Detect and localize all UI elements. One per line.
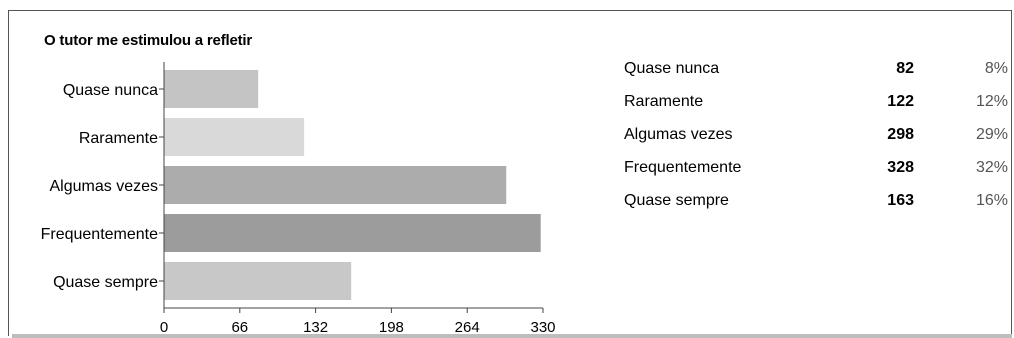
chart-frame [8, 10, 1012, 336]
bar [164, 70, 259, 108]
summary-count: 122 [887, 92, 914, 110]
frame-shadow [12, 334, 1012, 338]
x-tick-label: 132 [303, 319, 328, 336]
summary-count: 82 [896, 59, 914, 77]
x-tick-label: 0 [160, 319, 168, 336]
summary-percent: 8% [984, 59, 1008, 77]
summary-table: Quase nunca 82 8% Raramente 122 12% Algu… [624, 52, 1008, 217]
x-tick-label: 198 [379, 319, 404, 336]
x-tick-label: 330 [530, 319, 555, 336]
category-label: Raramente [79, 130, 158, 147]
category-label: Frequentemente [41, 226, 159, 243]
summary-percent: 32% [975, 158, 1008, 176]
bar [164, 262, 352, 300]
summary-row: Frequentemente 328 32% [624, 151, 1008, 184]
summary-row: Quase nunca 82 8% [624, 52, 1008, 85]
category-label: Quase nunca [63, 82, 158, 99]
x-tick-label: 264 [455, 319, 480, 336]
summary-percent: 16% [975, 191, 1008, 209]
category-label: Algumas vezes [50, 178, 159, 195]
summary-row: Quase sempre 163 16% [624, 184, 1008, 217]
summary-percent: 12% [975, 92, 1008, 110]
summary-row: Algumas vezes 298 29% [624, 118, 1008, 151]
bar [164, 214, 541, 252]
summary-label: Frequentemente [624, 158, 742, 176]
summary-count: 163 [887, 191, 914, 209]
summary-row: Raramente 122 12% [624, 85, 1008, 118]
bar [164, 118, 305, 156]
summary-count: 328 [887, 158, 914, 176]
bar [164, 166, 507, 204]
chart-title: O tutor me estimulou a refletir [44, 32, 253, 49]
summary-label: Quase nunca [624, 59, 720, 77]
summary-label: Algumas vezes [624, 125, 733, 143]
summary-label: Quase sempre [624, 191, 729, 209]
x-tick-label: 66 [231, 319, 248, 336]
summary-percent: 29% [975, 125, 1008, 143]
summary-label: Raramente [624, 92, 704, 110]
bar-chart: Quase nunca Raramente Algumas vezes Frequen… [41, 62, 556, 336]
category-label: Quase sempre [53, 274, 158, 291]
summary-count: 298 [887, 125, 914, 143]
